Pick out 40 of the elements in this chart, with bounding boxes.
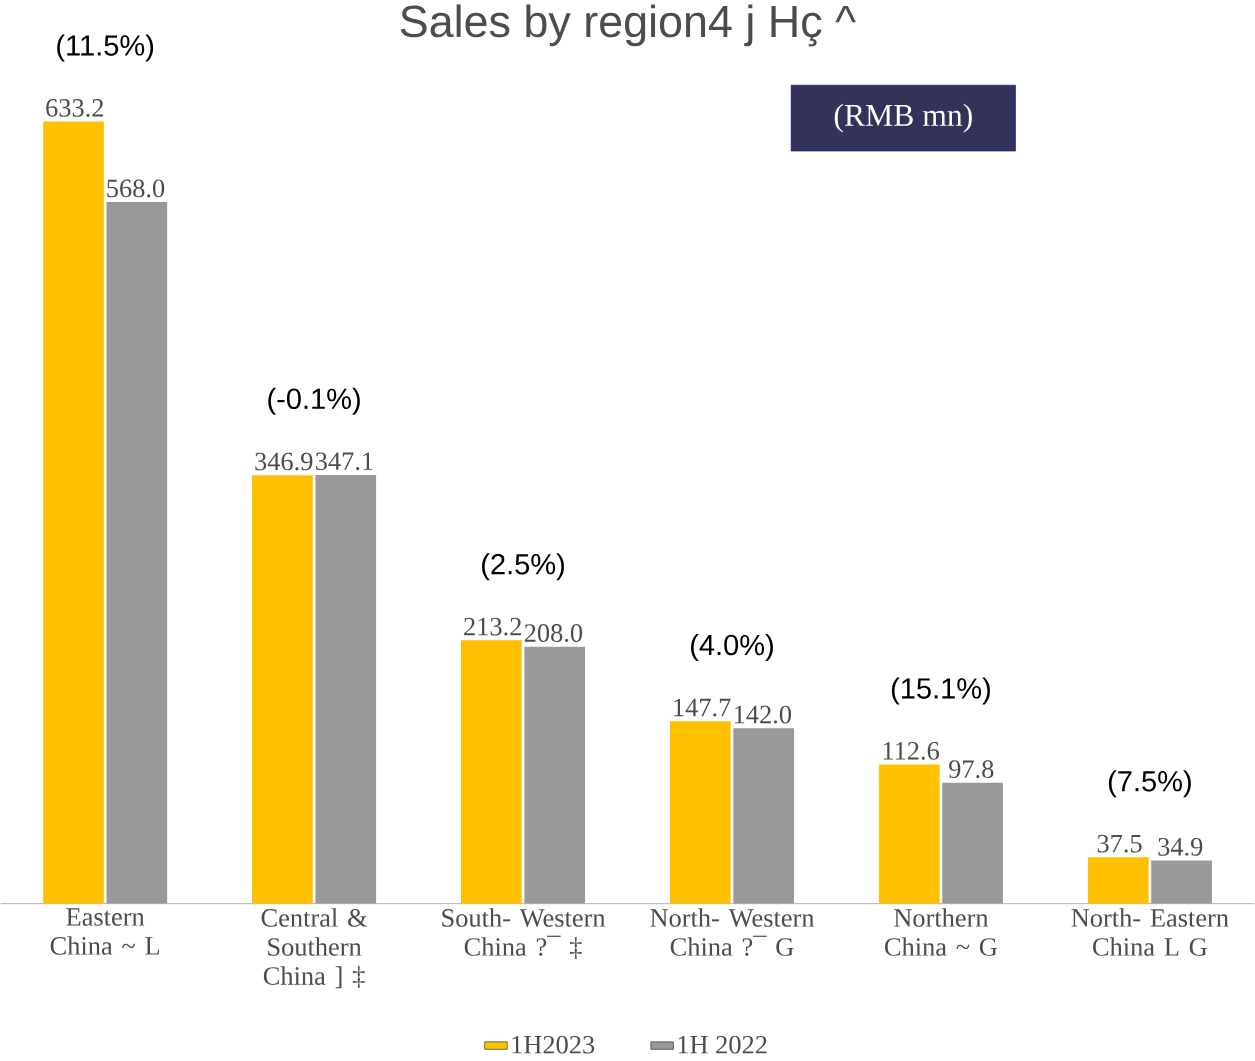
- x-tick-label: North- Western China ?¯ G: [650, 908, 815, 957]
- x-tick-label: South- Western China ?¯ ‡: [442, 908, 606, 959]
- annotation: (15.1%): [891, 677, 990, 705]
- chart-title: Sales by region4 j Hç ^: [400, 4, 856, 47]
- x-tick-label: Eastern China ~ L: [50, 908, 160, 955]
- x-tick-label: Northern China ~ G: [885, 908, 998, 957]
- bar: [106, 202, 168, 904]
- data-label: 34.9: [1158, 838, 1203, 857]
- annotation: (4.0%): [691, 634, 773, 662]
- bar: [878, 764, 940, 904]
- bar: [733, 728, 795, 904]
- bar: [524, 646, 586, 904]
- legend-label: 1H 2022: [678, 1036, 767, 1054]
- data-label: 347.1: [316, 452, 373, 471]
- bar: [252, 475, 313, 904]
- data-label: 213.2: [464, 617, 521, 636]
- annotation: (RMB mn): [834, 103, 972, 133]
- bar: [461, 640, 522, 904]
- data-label: 633.2: [46, 99, 104, 118]
- data-label: 346.9: [255, 452, 313, 471]
- data-label: 37.5: [1097, 834, 1142, 853]
- bar: [1151, 860, 1212, 904]
- data-label: 147.7: [674, 698, 731, 717]
- bar: [43, 121, 104, 904]
- data-label: 142.0: [734, 705, 792, 724]
- bar: [1087, 857, 1149, 904]
- x-tick-label: Central & Southern China ] ‡: [261, 908, 368, 989]
- bar: [315, 475, 377, 904]
- data-label: 208.0: [524, 624, 583, 643]
- data-label: 112.6: [883, 742, 940, 761]
- x-tick-label: North- Eastern China L G: [1071, 908, 1229, 957]
- data-label: 97.8: [949, 760, 994, 779]
- annotation: (-0.1%): [268, 387, 360, 415]
- bar: [669, 721, 731, 904]
- annotation: (2.5%): [482, 553, 564, 581]
- text: (11.5%): [57, 34, 154, 62]
- data-label: 568.0: [107, 179, 165, 198]
- legend-label: 1H2023: [512, 1036, 595, 1054]
- annotation: (7.5%): [1108, 770, 1191, 798]
- bar: [942, 782, 1003, 904]
